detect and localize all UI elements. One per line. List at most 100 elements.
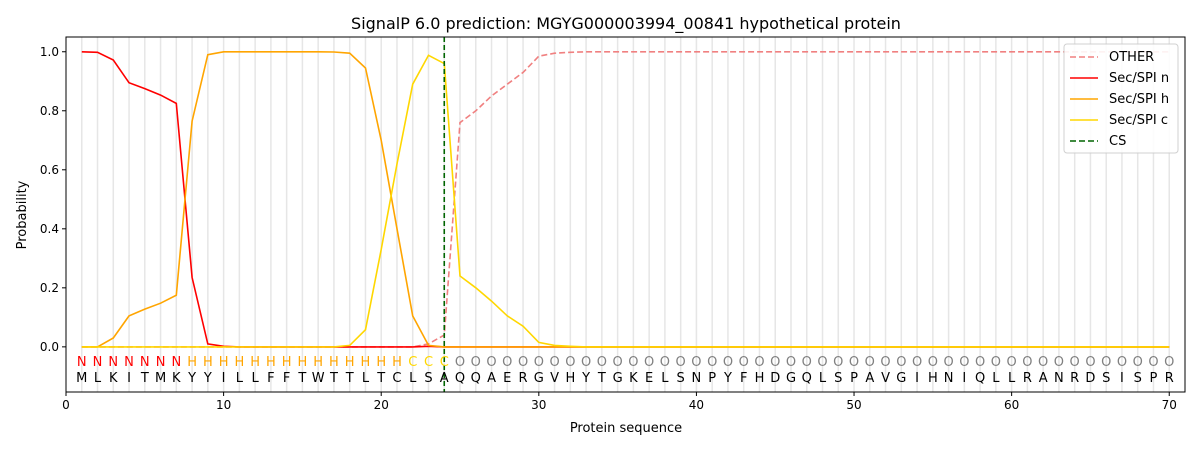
region-label: H xyxy=(266,355,276,370)
residue-label: R xyxy=(1165,371,1174,386)
region-label: O xyxy=(1133,355,1143,370)
residue-label: H xyxy=(565,371,575,386)
legend-box xyxy=(1063,43,1179,154)
residue-label: Y xyxy=(187,371,196,386)
x-tick-label: 30 xyxy=(531,398,546,412)
region-label: N xyxy=(108,355,118,370)
residue-label: E xyxy=(645,371,653,386)
residue-label: Y xyxy=(203,371,212,386)
residue-label: G xyxy=(896,371,906,386)
residue-label: H xyxy=(755,371,765,386)
region-label: O xyxy=(676,355,686,370)
residue-label: F xyxy=(740,371,747,386)
region-label: O xyxy=(754,355,764,370)
region-label: N xyxy=(124,355,134,370)
region-label: O xyxy=(644,355,654,370)
residue-label: K xyxy=(109,371,118,386)
residue-label: A xyxy=(487,371,496,386)
residue-label: A xyxy=(440,371,449,386)
region-label: H xyxy=(361,355,371,370)
residue-label: L xyxy=(992,371,1000,386)
residue-label: M xyxy=(155,371,166,386)
region-label: H xyxy=(219,355,229,370)
residue-label: L xyxy=(661,371,669,386)
residue-label: H xyxy=(928,371,938,386)
region-label: N xyxy=(93,355,103,370)
region-label: H xyxy=(392,355,402,370)
plot-frame xyxy=(65,36,1186,393)
residue-label: I xyxy=(915,371,919,386)
region-label: O xyxy=(613,355,623,370)
residue-label: T xyxy=(140,371,149,386)
region-label: O xyxy=(707,355,717,370)
y-tick-label: 0.4 xyxy=(40,222,59,236)
residue-label: N xyxy=(944,371,954,386)
series-line-sec-spi-h xyxy=(81,50,1170,348)
residue-label: P xyxy=(1150,371,1158,386)
region-label: O xyxy=(549,355,559,370)
residue-label: R xyxy=(519,371,528,386)
region-label: H xyxy=(187,355,197,370)
residue-label: L xyxy=(94,371,102,386)
residue-label: G xyxy=(534,371,544,386)
x-tick-label: 10 xyxy=(216,398,231,412)
region-label: N xyxy=(171,355,181,370)
residue-label: A xyxy=(1039,371,1048,386)
region-label: O xyxy=(1101,355,1111,370)
region-label: C xyxy=(408,355,417,370)
region-label: O xyxy=(739,355,749,370)
region-label: O xyxy=(597,355,607,370)
residue-label: V xyxy=(881,371,890,386)
legend-label: Sec/SPI c xyxy=(1109,113,1168,128)
residue-label: R xyxy=(1070,371,1079,386)
x-tick-label: 50 xyxy=(846,398,861,412)
region-label: H xyxy=(234,355,244,370)
region-label: O xyxy=(896,355,906,370)
residue-label: Q xyxy=(455,371,465,386)
region-label: O xyxy=(502,355,512,370)
region-label: H xyxy=(250,355,260,370)
residue-label: P xyxy=(708,371,716,386)
residue-label: G xyxy=(613,371,623,386)
region-label: O xyxy=(534,355,544,370)
legend-label: Sec/SPI n xyxy=(1109,71,1169,86)
region-label: O xyxy=(786,355,796,370)
x-axis-label: Protein sequence xyxy=(570,421,682,436)
region-label: O xyxy=(660,355,670,370)
residue-label: Q xyxy=(802,371,812,386)
residue-label: V xyxy=(550,371,559,386)
x-tick-label: 20 xyxy=(374,398,389,412)
region-label: O xyxy=(565,355,575,370)
residue-label: I xyxy=(222,371,226,386)
residue-label: K xyxy=(172,371,181,386)
region-label: H xyxy=(203,355,213,370)
y-tick-label: 1.0 xyxy=(40,45,59,59)
residue-label: Q xyxy=(471,371,481,386)
region-label: O xyxy=(1038,355,1048,370)
residue-label: W xyxy=(312,371,325,386)
y-tick-label: 0.2 xyxy=(40,281,59,295)
region-label: C xyxy=(424,355,433,370)
residue-label: C xyxy=(392,371,401,386)
residue-label: E xyxy=(503,371,511,386)
residue-label: R xyxy=(1023,371,1032,386)
region-label: N xyxy=(156,355,166,370)
region-label: O xyxy=(770,355,780,370)
residue-label: P xyxy=(850,371,858,386)
y-tick-label: 0.8 xyxy=(40,104,59,118)
residue-label: D xyxy=(1085,371,1095,386)
y-axis-label: Probability xyxy=(15,180,30,249)
region-label: O xyxy=(1085,355,1095,370)
legend-label: CS xyxy=(1109,134,1126,149)
residue-label: T xyxy=(345,371,354,386)
residue-label: L xyxy=(362,371,370,386)
region-label: H xyxy=(313,355,323,370)
residue-label: T xyxy=(597,371,606,386)
region-label: O xyxy=(1022,355,1032,370)
residue-label: L xyxy=(409,371,417,386)
residue-label: L xyxy=(819,371,827,386)
x-tick-label: 0 xyxy=(62,398,70,412)
region-label: O xyxy=(1007,355,1017,370)
residue-label: L xyxy=(252,371,260,386)
